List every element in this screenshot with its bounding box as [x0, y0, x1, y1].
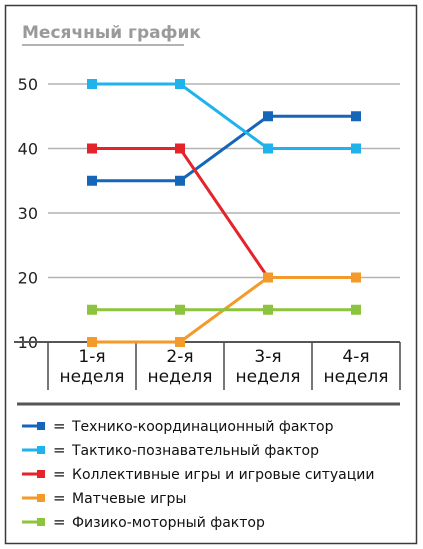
chart-title: Месячный график — [22, 23, 201, 43]
data-point-marker — [175, 175, 185, 186]
series-line — [92, 114, 356, 183]
legend-label: Коллективные игры и игровые ситуации — [72, 467, 374, 483]
x-category-label: 4-я — [342, 347, 369, 367]
data-point-marker — [263, 143, 273, 154]
x-category-label: неделя — [236, 367, 301, 387]
data-point-marker — [351, 272, 361, 283]
data-point-marker — [351, 111, 361, 122]
data-point-marker — [87, 143, 97, 154]
legend-label: Матчевые игры — [72, 491, 186, 507]
legend-swatch-marker — [37, 494, 45, 502]
legend-label: Технико-координационный фактор — [71, 419, 334, 435]
legend-equals-sign: = — [53, 489, 66, 507]
y-tick-label: 40 — [18, 140, 38, 159]
legend-swatch-marker — [37, 422, 45, 430]
data-point-marker — [175, 304, 185, 315]
y-tick-label: 20 — [18, 269, 38, 288]
data-point-marker — [87, 304, 97, 315]
chart-border — [4, 4, 418, 545]
data-point-marker — [87, 175, 97, 186]
x-category-label: неделя — [148, 367, 213, 387]
legend-equals-sign: = — [53, 417, 66, 435]
data-point-marker — [175, 337, 185, 347]
data-point-marker — [351, 143, 361, 154]
legend: = Технико-координационный фактор = Тактико-… — [22, 417, 374, 531]
legend-equals-sign: = — [53, 513, 66, 531]
x-category-label: 3-я — [254, 347, 281, 367]
legend-swatch-marker — [37, 446, 45, 454]
data-point-marker — [175, 79, 185, 89]
x-category-label: 1-я — [78, 347, 105, 367]
data-point-marker — [351, 304, 361, 315]
data-point-marker — [263, 272, 273, 283]
x-category-label: неделя — [60, 367, 125, 387]
y-tick-label: 30 — [18, 204, 38, 223]
data-point-marker — [87, 337, 97, 347]
data-point-marker — [263, 304, 273, 315]
series-line — [92, 82, 356, 150]
legend-label: Тактико-познавательный фактор — [71, 443, 319, 459]
y-tick-label: 50 — [18, 75, 38, 94]
legend-equals-sign: = — [53, 441, 66, 459]
legend-label: Физико-моторный фактор — [72, 515, 265, 531]
data-point-marker — [175, 143, 185, 154]
data-point-marker — [87, 79, 97, 89]
legend-equals-sign: = — [53, 465, 66, 483]
x-category-label: неделя — [324, 367, 389, 387]
legend-swatch-marker — [37, 518, 45, 526]
data-point-marker — [263, 111, 273, 122]
series-lines — [87, 79, 361, 347]
x-category-label: 2-я — [166, 347, 193, 367]
legend-swatch-marker — [37, 470, 45, 478]
